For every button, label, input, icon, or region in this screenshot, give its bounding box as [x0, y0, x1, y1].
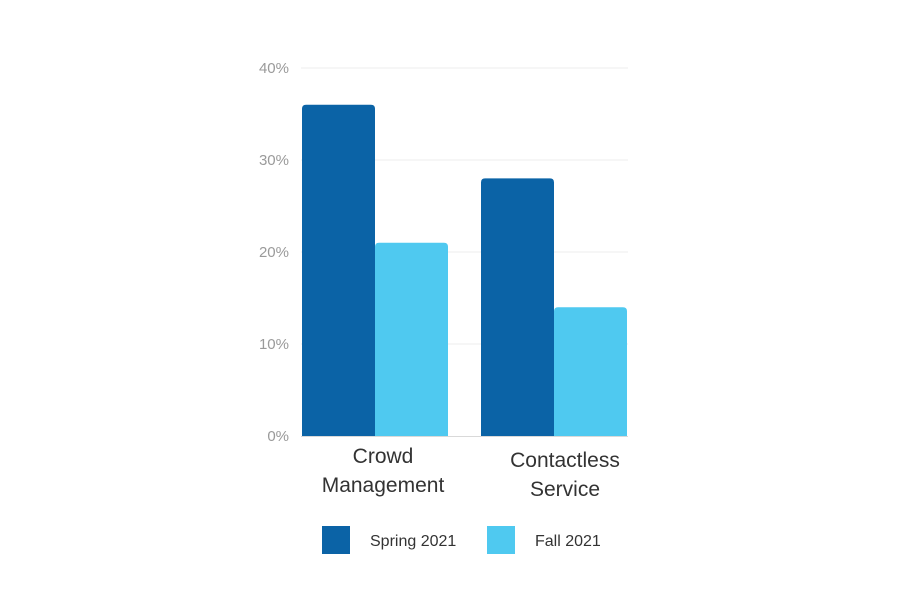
legend-swatch: [322, 526, 350, 554]
legend-label: Spring 2021: [370, 533, 456, 550]
x-category-label: Crowd: [353, 445, 414, 468]
y-tick-label: 30%: [259, 152, 289, 169]
x-category-label: Contactless: [510, 449, 620, 472]
bar-spring-0: [302, 104, 375, 437]
x-axis-categories: Crowd Management Contactless Service: [322, 445, 620, 501]
legend-swatch: [487, 526, 515, 554]
bar-fall-0: [375, 242, 448, 436]
x-category-label: Management: [322, 474, 445, 497]
bar-fall-1: [554, 307, 627, 436]
x-category-label: Service: [530, 478, 600, 501]
y-tick-label: 20%: [259, 244, 289, 261]
y-tick-label: 40%: [259, 60, 289, 77]
y-axis-ticks: 0% 10% 20% 30% 40%: [259, 60, 289, 445]
y-tick-label: 10%: [259, 336, 289, 353]
y-tick-label: 0%: [267, 428, 289, 445]
legend-label: Fall 2021: [535, 533, 601, 550]
bar-spring-1: [481, 178, 554, 436]
legend: Spring 2021 Fall 2021: [322, 526, 601, 554]
bars: [302, 104, 627, 437]
